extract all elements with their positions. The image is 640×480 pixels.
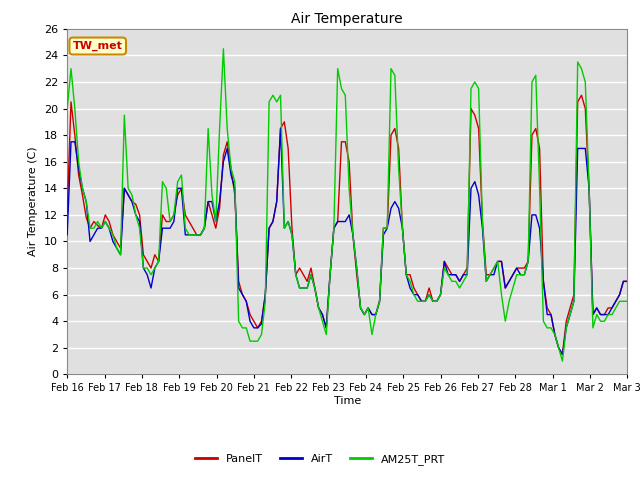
Legend: PanelT, AirT, AM25T_PRT: PanelT, AirT, AM25T_PRT <box>191 450 449 469</box>
Title: Air Temperature: Air Temperature <box>291 12 403 26</box>
X-axis label: Time: Time <box>333 396 361 406</box>
Y-axis label: Air Temperature (C): Air Temperature (C) <box>28 147 38 256</box>
Text: TW_met: TW_met <box>73 41 123 51</box>
